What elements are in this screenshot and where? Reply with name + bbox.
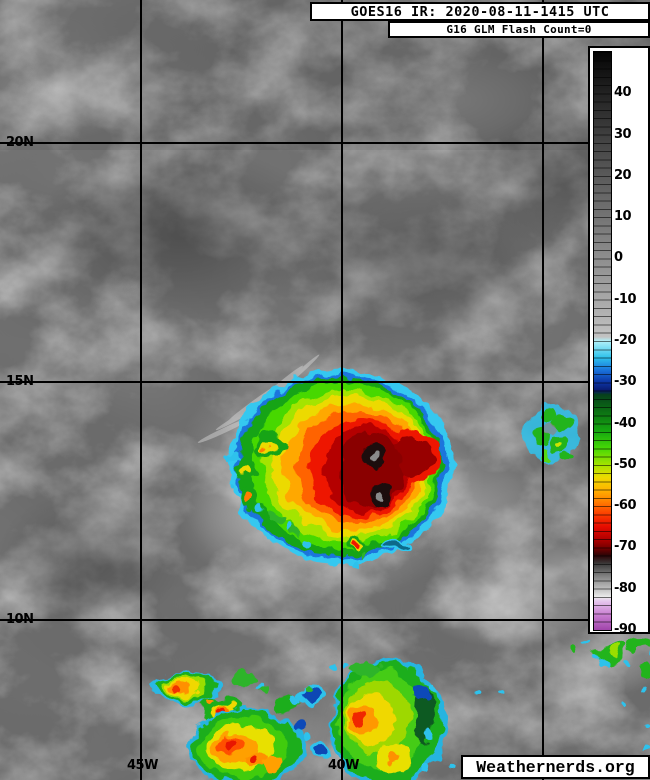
colorbar-tick-label: -90	[614, 622, 648, 638]
logo-text: Weathernerds.org	[476, 758, 634, 777]
title-bar: GOES16 IR: 2020-08-11-1415 UTC	[310, 2, 650, 21]
longitude-gridline	[140, 0, 142, 780]
goes16-ir-satellite-map: 20N 15N 10N 45W 40W GOES16 IR: 2020-08-11-14…	[0, 0, 650, 780]
colorbar-tick-label: -40	[614, 416, 648, 432]
longitude-label: 45W	[127, 758, 158, 774]
colorbar-tick-label: 0	[614, 250, 648, 266]
latitude-label: 15N	[6, 374, 33, 390]
latitude-label: 20N	[6, 135, 33, 151]
longitude-gridline	[341, 0, 343, 780]
colorbar-segment-lines	[594, 52, 611, 630]
colorbar-tick-label: -70	[614, 539, 648, 555]
weathernerds-logo: Weathernerds.org	[461, 755, 650, 779]
subtitle-text: G16 GLM Flash Count=0	[446, 23, 591, 36]
colorbar-tick-label: -60	[614, 498, 648, 514]
latitude-gridline	[0, 619, 650, 621]
glm-flash-count-bar: G16 GLM Flash Count=0	[388, 21, 650, 38]
colorbar-tick-label: -50	[614, 457, 648, 473]
colorbar-tick-label: -10	[614, 292, 648, 308]
title-text: GOES16 IR: 2020-08-11-1415 UTC	[351, 4, 610, 20]
latitude-gridline	[0, 381, 650, 383]
ir-temperature-colorbar: 403020100-10-20-30-40-50-60-70-80-90	[588, 46, 650, 634]
colorbar-strip	[593, 51, 612, 631]
east-convective-cluster	[525, 401, 579, 463]
latitude-label: 10N	[6, 612, 33, 628]
satellite-image	[0, 0, 650, 780]
colorbar-tick-label: -20	[614, 333, 648, 349]
longitude-gridline	[542, 0, 544, 780]
latitude-gridline	[0, 142, 650, 144]
longitude-label: 40W	[328, 758, 359, 774]
colorbar-tick-label: 10	[614, 209, 648, 225]
colorbar-tick-label: -30	[614, 374, 648, 390]
colorbar-tick-label: 30	[614, 127, 648, 143]
colorbar-tick-label: 20	[614, 168, 648, 184]
colorbar-tick-label: -80	[614, 581, 648, 597]
colorbar-tick-label: 40	[614, 85, 648, 101]
